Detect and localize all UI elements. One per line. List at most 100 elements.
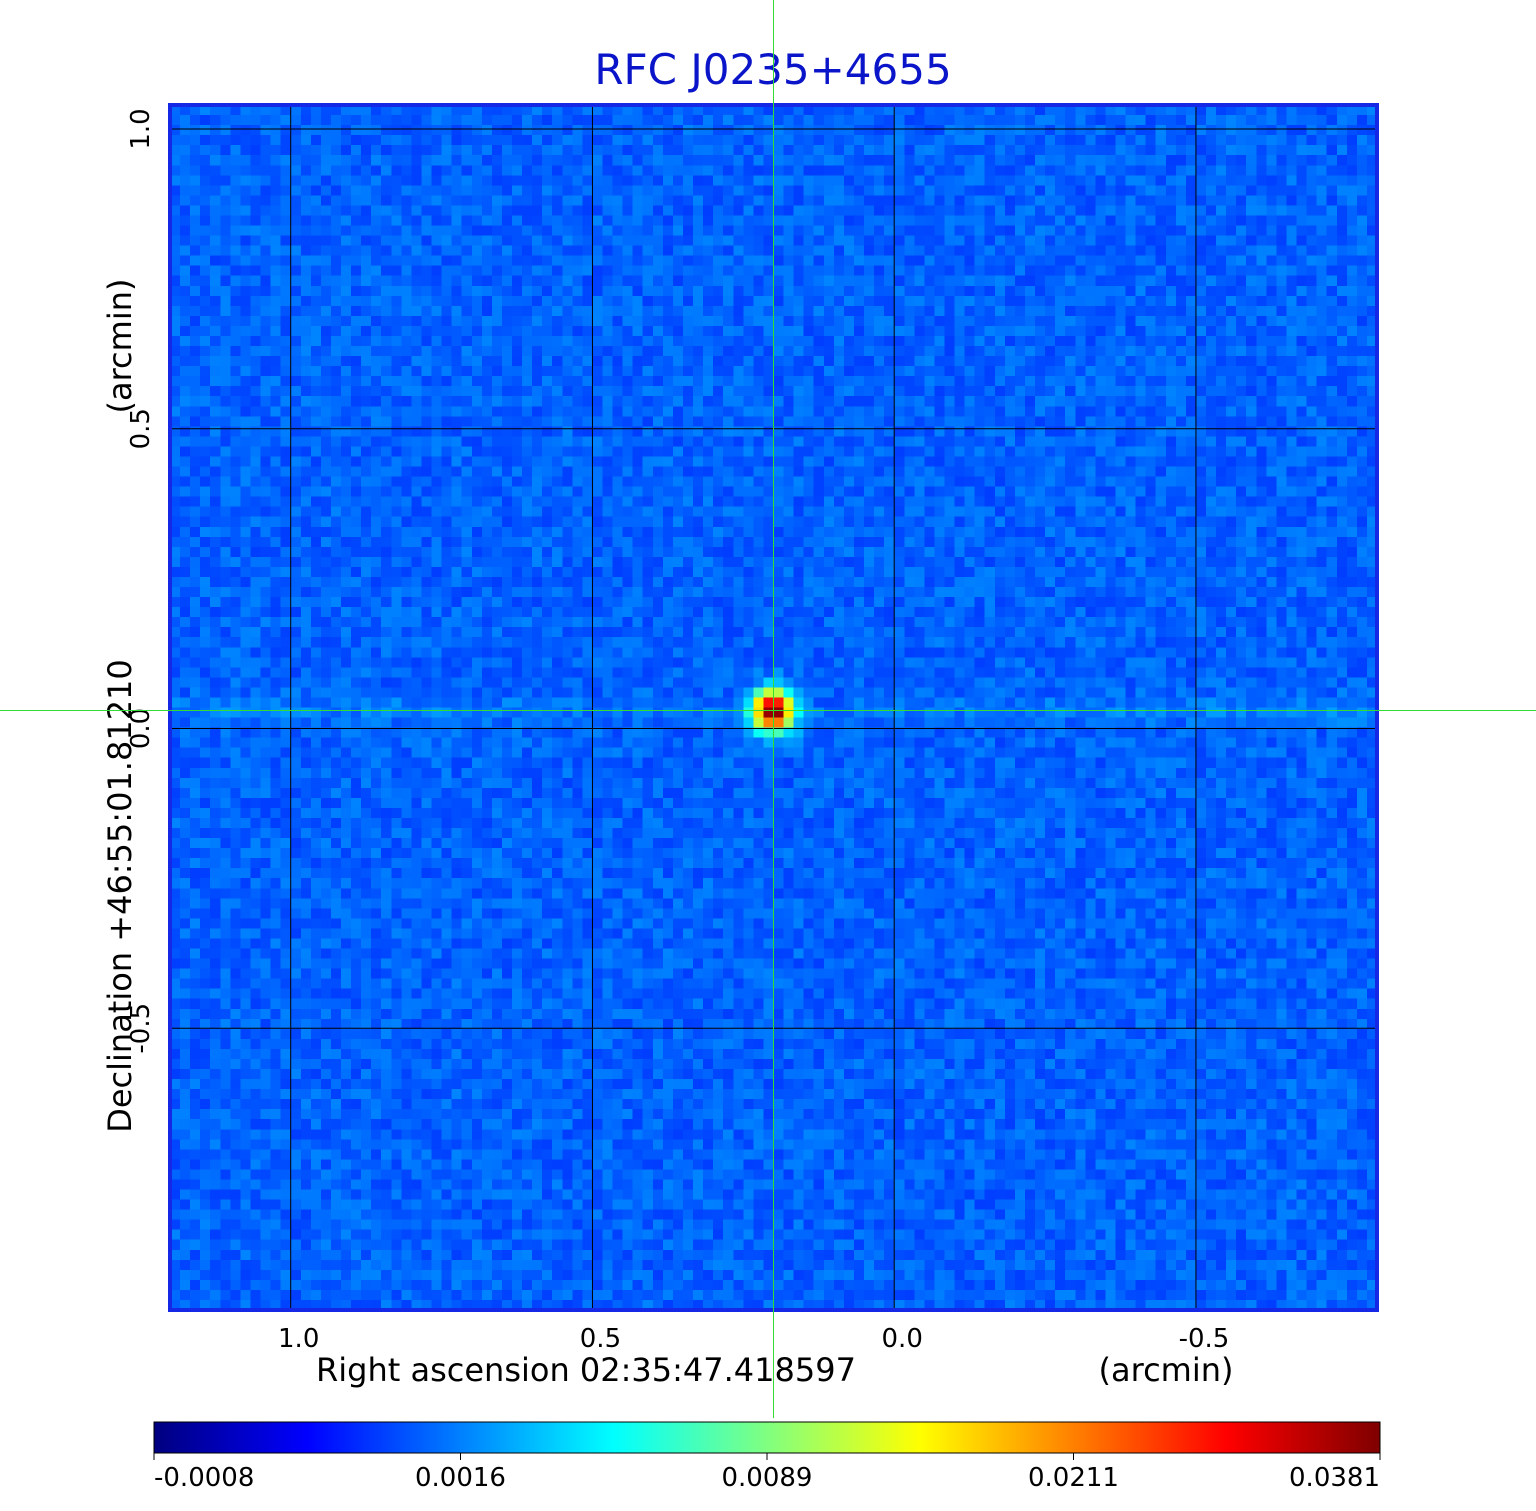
map-pixel (592, 446, 604, 458)
map-pixel (1336, 346, 1348, 357)
map-pixel (401, 205, 412, 217)
map-pixel (1356, 325, 1368, 337)
map-pixel (1306, 376, 1318, 387)
map-pixel (1276, 145, 1288, 156)
map-pixel (1035, 245, 1046, 257)
map-pixel (381, 245, 392, 257)
map-pixel (330, 446, 342, 458)
map-pixel (894, 356, 905, 367)
map-pixel (491, 175, 503, 186)
map-pixel (1216, 235, 1227, 247)
map-pixel (823, 346, 835, 357)
map-pixel (703, 235, 714, 247)
map-pixel (763, 456, 775, 468)
map-pixel (803, 125, 815, 136)
map-pixel (1195, 155, 1207, 166)
map-pixel (1216, 125, 1227, 136)
map-pixel (260, 215, 272, 227)
map-pixel (1055, 406, 1066, 417)
map-pixel (401, 215, 412, 227)
map-pixel (210, 295, 221, 307)
map-pixel (310, 356, 322, 367)
map-pixel (471, 135, 483, 146)
map-pixel (582, 335, 594, 347)
map-pixel (270, 446, 282, 458)
map-pixel (1155, 155, 1167, 166)
map-pixel (1216, 185, 1227, 196)
map-pixel (1105, 165, 1117, 176)
map-pixel (703, 135, 714, 146)
map-pixel (592, 436, 604, 448)
map-pixel (1105, 155, 1117, 166)
map-pixel (491, 275, 503, 287)
map-pixel (411, 386, 423, 397)
map-pixel (914, 225, 925, 237)
map-pixel (1035, 406, 1046, 417)
map-pixel (622, 335, 634, 347)
map-pixel (1055, 185, 1066, 196)
map-pixel (693, 335, 704, 347)
map-pixel (703, 115, 714, 126)
map-pixel (1075, 396, 1086, 407)
map-pixel (1085, 335, 1096, 347)
map-pixel (381, 125, 392, 136)
map-pixel (441, 125, 453, 136)
map-pixel (1366, 155, 1377, 166)
map-pixel (652, 356, 664, 367)
map-pixel (924, 295, 936, 307)
map-pixel (904, 145, 915, 156)
map-pixel (1145, 506, 1157, 518)
map-pixel (622, 215, 634, 227)
map-pixel (421, 466, 433, 478)
map-pixel (1125, 436, 1137, 448)
map-pixel (783, 386, 795, 397)
map-pixel (743, 205, 754, 217)
map-pixel (672, 315, 684, 327)
map-pixel (1055, 255, 1066, 267)
map-pixel (793, 235, 805, 247)
map-pixel (1165, 466, 1177, 478)
map-pixel (1055, 335, 1066, 347)
map-pixel (220, 145, 231, 156)
map-pixel (582, 325, 594, 337)
map-pixel (622, 346, 634, 357)
map-pixel (461, 145, 473, 156)
map-pixel (210, 215, 221, 227)
map-pixel (934, 205, 946, 217)
map-pixel (703, 255, 714, 267)
map-pixel (954, 476, 966, 488)
map-pixel (250, 185, 262, 196)
map-pixel (1236, 255, 1247, 267)
map-pixel (1286, 105, 1298, 116)
map-pixel (914, 325, 925, 337)
map-pixel (522, 406, 533, 417)
map-pixel (1326, 416, 1338, 427)
map-pixel (562, 125, 573, 136)
map-pixel (1035, 195, 1046, 207)
map-pixel (522, 456, 533, 468)
map-pixel (421, 275, 433, 287)
map-pixel (1336, 295, 1348, 307)
map-pixel (813, 205, 825, 217)
map-pixel (753, 486, 765, 498)
map-pixel (270, 295, 282, 307)
map-pixel (1085, 115, 1096, 126)
map-pixel (260, 275, 272, 287)
map-pixel (934, 255, 946, 267)
map-pixel (662, 416, 674, 427)
map-pixel (250, 105, 262, 116)
map-pixel (652, 346, 664, 357)
map-pixel (713, 155, 724, 166)
map-pixel (371, 335, 382, 347)
map-pixel (1316, 235, 1328, 247)
map-pixel (964, 105, 976, 116)
map-pixel (934, 496, 946, 508)
map-pixel (843, 195, 855, 207)
map-pixel (280, 496, 292, 508)
map-pixel (773, 135, 785, 146)
map-pixel (290, 466, 302, 478)
map-pixel (411, 315, 423, 327)
map-pixel (200, 366, 211, 377)
map-pixel (210, 446, 221, 458)
map-pixel (662, 356, 674, 367)
